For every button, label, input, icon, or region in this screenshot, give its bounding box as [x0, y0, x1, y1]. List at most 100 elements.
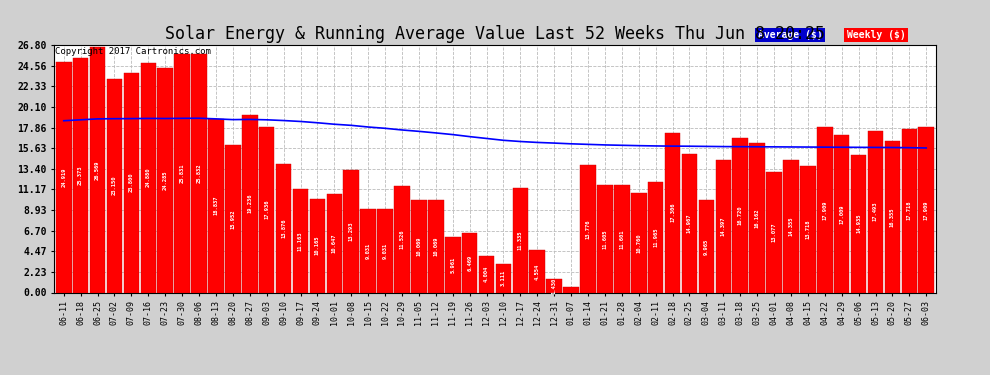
Text: 24.880: 24.880 [146, 168, 150, 188]
Bar [276, 164, 291, 292]
Title: Solar Energy & Running Average Value Last 52 Weeks Thu Jun 8 20:25: Solar Energy & Running Average Value Las… [165, 26, 825, 44]
Text: 17.009: 17.009 [840, 204, 844, 224]
Bar [310, 199, 325, 292]
Text: 11.605: 11.605 [603, 229, 608, 249]
Bar [208, 118, 224, 292]
Bar [157, 68, 173, 292]
Bar [90, 47, 105, 292]
Bar [902, 129, 917, 292]
Bar [242, 115, 257, 292]
Text: 13.718: 13.718 [806, 219, 811, 239]
Bar [293, 189, 308, 292]
Text: 13.776: 13.776 [585, 219, 590, 239]
Text: 14.355: 14.355 [788, 216, 793, 236]
Text: 18.837: 18.837 [214, 196, 219, 215]
Bar [513, 188, 528, 292]
Bar [174, 54, 190, 292]
Text: 10.165: 10.165 [315, 236, 320, 255]
Text: 17.718: 17.718 [907, 201, 912, 220]
Text: 14.935: 14.935 [856, 214, 861, 233]
Text: 4.554: 4.554 [535, 263, 540, 280]
Text: 25.373: 25.373 [78, 166, 83, 185]
Text: 4.004: 4.004 [484, 266, 489, 282]
Bar [394, 186, 410, 292]
Bar [445, 237, 460, 292]
Text: 11.335: 11.335 [518, 230, 523, 250]
Text: 13.293: 13.293 [348, 221, 353, 241]
Bar [563, 287, 579, 292]
Text: 14.967: 14.967 [687, 214, 692, 233]
Text: 1.430: 1.430 [551, 278, 556, 294]
Bar [597, 185, 613, 292]
Bar [867, 131, 883, 292]
Bar [850, 154, 866, 292]
Bar [580, 165, 596, 292]
Text: 3.111: 3.111 [501, 270, 506, 286]
Bar [631, 193, 646, 292]
Bar [479, 255, 494, 292]
Text: 17.909: 17.909 [823, 200, 828, 219]
Bar [800, 166, 816, 292]
Bar [919, 127, 934, 292]
Text: 25.831: 25.831 [179, 164, 184, 183]
Bar [530, 251, 545, 292]
Text: 23.800: 23.800 [129, 173, 134, 192]
Text: 13.876: 13.876 [281, 219, 286, 238]
Bar [783, 160, 799, 292]
Text: Weekly ($): Weekly ($) [846, 30, 905, 40]
Text: 14.397: 14.397 [721, 216, 726, 236]
Bar [665, 133, 680, 292]
Text: 10.760: 10.760 [637, 233, 642, 253]
Text: Copyright 2017 Cartronics.com: Copyright 2017 Cartronics.com [55, 48, 211, 57]
Bar [56, 62, 71, 292]
Bar [716, 159, 731, 292]
Bar [73, 58, 88, 292]
Text: 11.601: 11.601 [620, 229, 625, 249]
Text: 25.832: 25.832 [197, 164, 202, 183]
Text: Average ($): Average ($) [757, 30, 822, 40]
Bar [817, 127, 833, 292]
Bar [141, 63, 156, 292]
Text: 17.493: 17.493 [873, 202, 878, 222]
Text: 16.162: 16.162 [754, 208, 759, 228]
Text: 17.306: 17.306 [670, 203, 675, 222]
Bar [327, 194, 343, 292]
Bar [225, 145, 241, 292]
Text: 13.077: 13.077 [771, 222, 776, 242]
Text: 24.285: 24.285 [162, 171, 167, 190]
Bar [766, 172, 782, 292]
Text: 10.647: 10.647 [332, 234, 337, 253]
Text: 9.965: 9.965 [704, 238, 709, 255]
Bar [107, 79, 123, 292]
Bar [546, 279, 562, 292]
Text: 26.569: 26.569 [95, 160, 100, 180]
Text: 17.909: 17.909 [924, 200, 929, 219]
Text: 15.952: 15.952 [231, 209, 236, 229]
Text: 11.163: 11.163 [298, 231, 303, 251]
Bar [496, 264, 511, 292]
Text: 9.031: 9.031 [365, 243, 370, 259]
Bar [733, 138, 748, 292]
Text: 11.965: 11.965 [653, 228, 658, 247]
Bar [749, 143, 765, 292]
Text: 24.919: 24.919 [61, 168, 66, 187]
Bar [682, 154, 697, 292]
Text: 6.469: 6.469 [467, 255, 472, 271]
Text: 9.031: 9.031 [382, 243, 387, 259]
Bar [647, 182, 663, 292]
Text: 16.720: 16.720 [738, 206, 742, 225]
Bar [885, 141, 900, 292]
Text: 5.961: 5.961 [450, 257, 455, 273]
Bar [699, 201, 714, 292]
Bar [411, 200, 427, 292]
Bar [834, 135, 849, 292]
Bar [124, 73, 140, 292]
Bar [344, 170, 359, 292]
Bar [191, 54, 207, 292]
Bar [614, 185, 630, 292]
Bar [259, 127, 274, 292]
Bar [360, 209, 376, 292]
Text: 11.526: 11.526 [400, 230, 405, 249]
Bar [428, 200, 444, 292]
Text: 19.236: 19.236 [248, 194, 252, 213]
